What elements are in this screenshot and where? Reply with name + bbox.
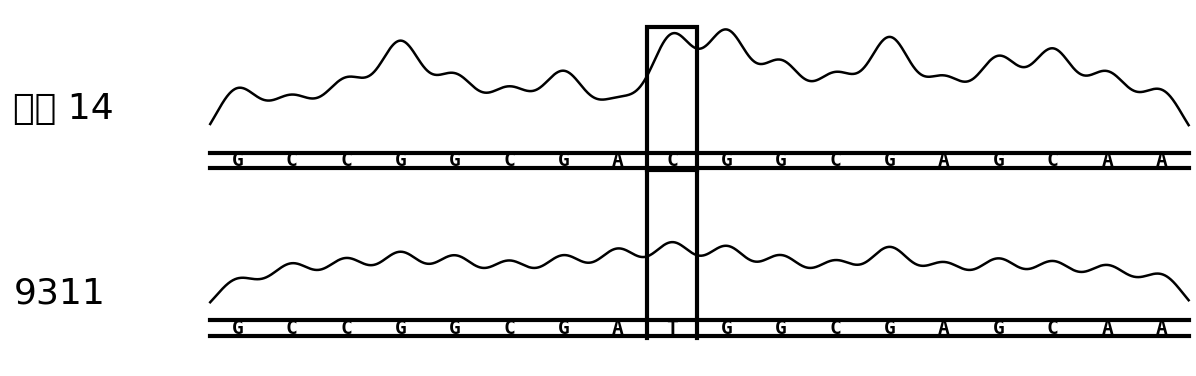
Text: A: A — [612, 151, 624, 170]
Text: G: G — [232, 151, 243, 170]
Text: G: G — [557, 151, 569, 170]
Text: G: G — [448, 319, 460, 338]
Text: G: G — [884, 319, 896, 338]
Text: G: G — [721, 151, 732, 170]
Text: A: A — [938, 319, 950, 338]
Text: A: A — [938, 151, 950, 170]
Text: C: C — [340, 151, 352, 170]
Text: C: C — [1046, 319, 1058, 338]
Text: G: G — [557, 319, 569, 338]
Text: A: A — [1102, 319, 1113, 338]
Text: G: G — [395, 151, 407, 170]
Text: C: C — [286, 151, 298, 170]
Text: T: T — [666, 319, 678, 338]
Text: G: G — [884, 151, 896, 170]
Text: C: C — [830, 151, 841, 170]
Text: C: C — [504, 319, 515, 338]
Text: G: G — [775, 319, 787, 338]
Text: C: C — [340, 319, 352, 338]
Text: G: G — [448, 151, 460, 170]
Text: G: G — [993, 319, 1005, 338]
Text: C: C — [830, 319, 841, 338]
Text: A: A — [1155, 151, 1167, 170]
Text: C: C — [286, 319, 298, 338]
Text: G: G — [993, 151, 1005, 170]
Text: 9311: 9311 — [13, 276, 105, 310]
Text: G: G — [775, 151, 787, 170]
Bar — [647, 27, 697, 170]
Text: A: A — [1102, 151, 1113, 170]
Text: A: A — [1155, 319, 1167, 338]
Text: C: C — [1046, 151, 1058, 170]
Text: G: G — [232, 319, 243, 338]
Text: G: G — [721, 319, 732, 338]
Text: G: G — [395, 319, 407, 338]
Text: 申繁 14: 申繁 14 — [13, 92, 114, 126]
Text: C: C — [666, 151, 678, 170]
Text: A: A — [612, 319, 624, 338]
Text: C: C — [504, 151, 515, 170]
